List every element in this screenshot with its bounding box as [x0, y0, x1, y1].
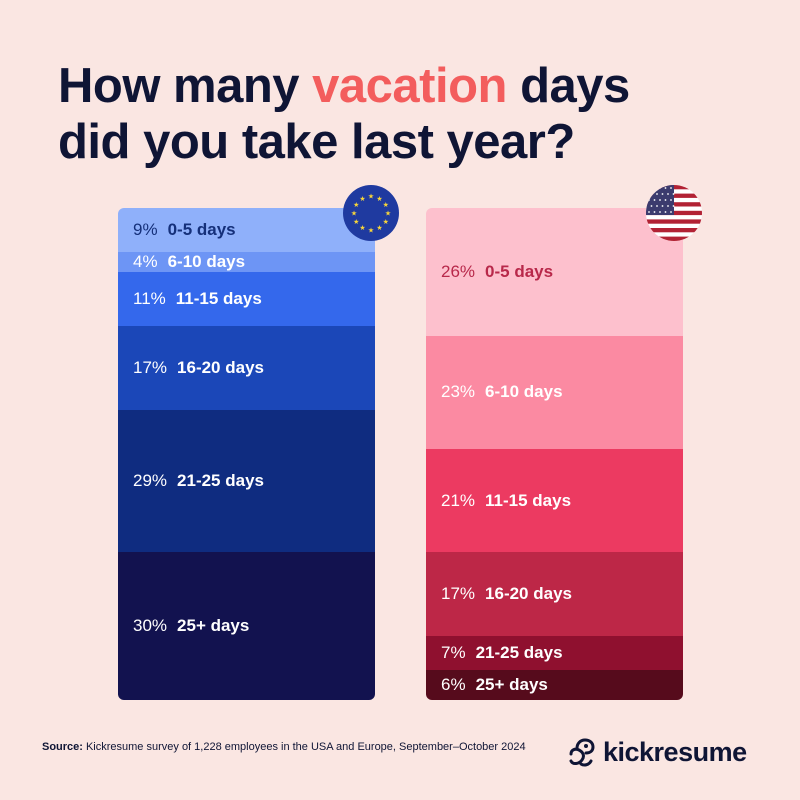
category-label: 16-20 days [485, 584, 572, 604]
data-label: 21% [441, 490, 476, 510]
svg-text:★: ★ [376, 195, 382, 203]
category-label: 21-25 days [177, 471, 264, 491]
bar-segment-0-5-days: 9% 0-5 days [118, 208, 375, 253]
category-label: 25+ days [475, 675, 548, 695]
svg-text:★: ★ [383, 201, 389, 209]
source-note: Source: Kickresume survey of 1,228 employ… [42, 741, 526, 753]
kickresume-logo: kickresume [567, 736, 747, 768]
segment-label: 17% 16-20 days [133, 358, 264, 378]
svg-text:★: ★ [351, 210, 357, 218]
svg-text:★: ★ [359, 224, 365, 232]
category-label: 0-5 days [167, 220, 236, 240]
data-label: 30% [133, 616, 168, 636]
europe-stacked-bar: 9% 0-5 days 4% 6-10 days 11% 11-15 days 17% 16-… [118, 208, 375, 700]
svg-text:★: ★ [368, 227, 374, 235]
category-label: 6-10 days [485, 382, 563, 402]
data-label: 6% [441, 675, 466, 695]
category-label: 6-10 days [167, 252, 246, 272]
bar-segment-6-10-days: 4% 6-10 days [118, 252, 375, 273]
data-label: 17% [441, 584, 476, 604]
title-highlight: vacation [312, 59, 507, 113]
bar-segment-25-days: 30% 25+ days [118, 552, 375, 700]
segment-label: 23% 6-10 days [441, 382, 563, 402]
data-label: 26% [441, 261, 476, 281]
category-label: 16-20 days [177, 357, 264, 377]
segment-label: 4% 6-10 days [133, 252, 245, 272]
bar-segment-0-5-days: 26% 0-5 days [426, 208, 683, 337]
bar-segment-21-25-days: 7% 21-25 days [426, 636, 683, 671]
data-label: 7% [441, 643, 466, 663]
svg-text:★: ★ [353, 201, 359, 209]
segment-label: 26% 0-5 days [441, 262, 553, 282]
category-label: 21-25 days [475, 643, 563, 663]
segment-label: 6% 25+ days [441, 675, 548, 695]
data-label: 4% [133, 252, 158, 272]
segment-label: 29% 21-25 days [133, 471, 264, 491]
data-label: 9% [133, 220, 158, 240]
data-label: 17% [133, 357, 168, 377]
category-label: 11-15 days [485, 490, 572, 510]
segment-label: 21% 11-15 days [441, 491, 571, 511]
svg-text:★: ★ [359, 195, 365, 203]
svg-text:★: ★ [353, 218, 359, 226]
svg-text:★: ★ [368, 193, 374, 201]
segment-label: 11% 11-15 days [133, 289, 262, 309]
category-label: 25+ days [177, 616, 250, 636]
usa-stacked-bar: 26% 0-5 days 23% 6-10 days 21% 11-15 days 17% 1… [426, 208, 683, 700]
bar-segment-11-15-days: 21% 11-15 days [426, 449, 683, 553]
segment-label: 7% 21-25 days [441, 643, 563, 663]
segment-label: 30% 25+ days [133, 616, 249, 636]
bar-segment-16-20-days: 17% 16-20 days [426, 552, 683, 637]
page-title: How many vacation days did you take last … [58, 59, 630, 169]
bar-segment-16-20-days: 17% 16-20 days [118, 326, 375, 411]
bar-segment-11-15-days: 11% 11-15 days [118, 271, 375, 327]
svg-text:★: ★ [383, 218, 389, 226]
bar-segment-21-25-days: 29% 21-25 days [118, 409, 375, 553]
bar-segment-25-days: 6% 25+ days [426, 670, 683, 700]
data-label: 29% [133, 471, 168, 491]
segment-label: 9% 0-5 days [133, 220, 236, 240]
kickresume-logo-icon [569, 738, 595, 767]
svg-text:★: ★ [376, 224, 382, 232]
data-label: 23% [441, 382, 476, 402]
eu-flag-icon: ★ ★ ★ ★ ★ ★ ★ ★ ★ ★ ★ ★ [343, 185, 399, 241]
bar-segment-6-10-days: 23% 6-10 days [426, 335, 683, 450]
segment-label: 17% 16-20 days [441, 584, 572, 604]
us-flag-icon [646, 185, 702, 241]
data-label: 11% [133, 289, 166, 308]
svg-text:★: ★ [385, 210, 391, 218]
category-label: 11-15 days [175, 289, 262, 308]
category-label: 0-5 days [485, 261, 554, 281]
